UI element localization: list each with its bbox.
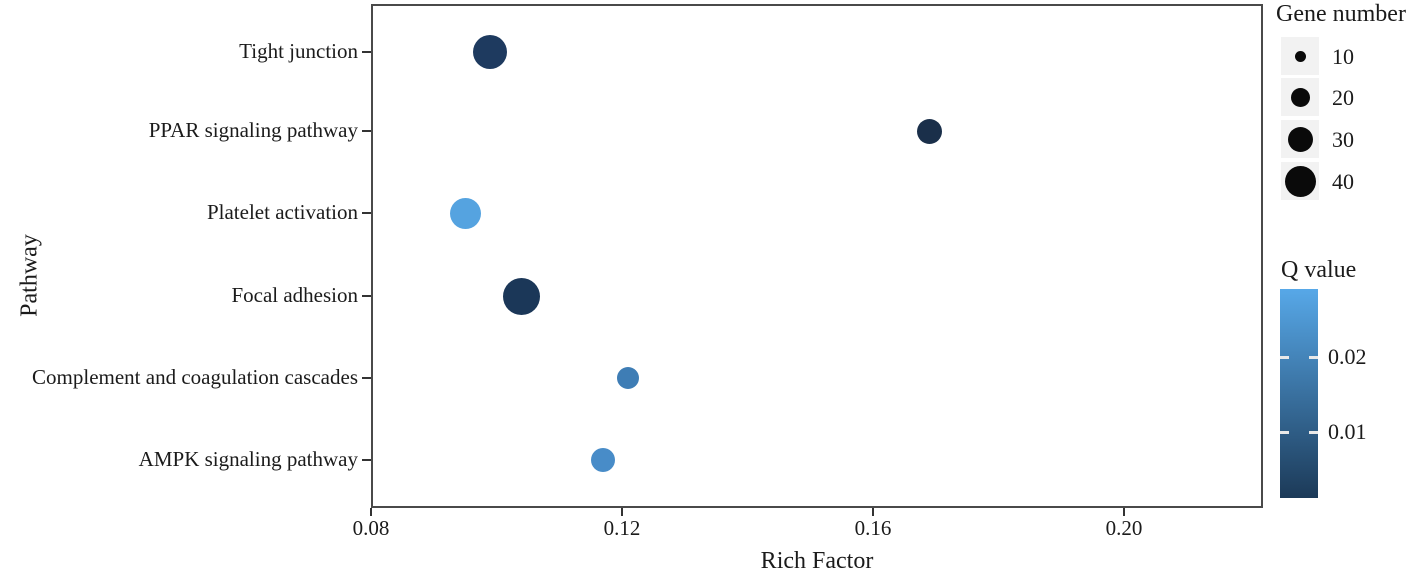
- gene-number-legend-label: 20: [1332, 85, 1354, 110]
- q-value-colorbar: [1280, 289, 1318, 498]
- y-axis-category-label: Focal adhesion: [231, 283, 358, 307]
- x-axis-tick-label: 0.20: [1105, 516, 1143, 540]
- x-axis-tick-label: 0.12: [603, 516, 641, 540]
- y-axis-category-label: Tight junction: [239, 39, 358, 63]
- data-point-bubble: [916, 118, 942, 144]
- gene-number-legend-label: 40: [1332, 169, 1354, 194]
- x-axis-tick-mark: [872, 508, 874, 516]
- x-axis-tick-mark: [621, 508, 623, 516]
- q-value-tick-mark: [1309, 431, 1318, 434]
- q-value-tick-mark: [1280, 431, 1289, 434]
- y-axis-category-label: PPAR signaling pathway: [148, 118, 358, 142]
- y-axis-title: Pathway: [16, 234, 43, 317]
- q-value-legend-title: Q value: [1281, 257, 1357, 283]
- plot-area: [371, 4, 1263, 508]
- data-point-bubble: [449, 197, 481, 229]
- gene-number-legend-label: 10: [1332, 44, 1354, 69]
- x-axis-tick-label: 0.16: [854, 516, 892, 540]
- gene-number-legend-dot-icon: [1287, 126, 1313, 152]
- y-axis-tick-mark: [362, 51, 371, 53]
- y-axis-tick-mark: [362, 212, 371, 214]
- y-axis-tick-mark: [362, 295, 371, 297]
- q-value-tick-mark: [1280, 356, 1289, 359]
- y-axis-category-label: Platelet activation: [206, 200, 358, 224]
- data-point-bubble: [591, 448, 616, 472]
- y-axis-category-label: AMPK signaling pathway: [138, 447, 358, 471]
- gene-number-legend-title: Gene number: [1276, 1, 1406, 27]
- y-axis-tick-mark: [362, 377, 371, 379]
- q-value-tick-mark: [1309, 356, 1318, 359]
- gene-number-legend-label: 30: [1332, 127, 1354, 152]
- y-axis-tick-mark: [362, 459, 371, 461]
- x-axis-tick-label: 0.08: [352, 516, 390, 540]
- gene-number-legend-dot-icon: [1290, 87, 1310, 107]
- gene-number-legend-dot-icon: [1294, 50, 1306, 62]
- gene-number-legend-dot-icon: [1284, 165, 1316, 197]
- data-point-bubble: [473, 35, 508, 69]
- y-axis-tick-mark: [362, 130, 371, 132]
- data-point-bubble: [503, 277, 541, 315]
- x-axis-tick-mark: [1123, 508, 1125, 516]
- x-axis-title: Rich Factor: [760, 548, 874, 574]
- y-axis-category-label: Complement and coagulation cascades: [32, 365, 358, 389]
- q-value-tick-label: 0.02: [1328, 344, 1367, 369]
- q-value-tick-label: 0.01: [1328, 419, 1367, 444]
- data-point-bubble: [617, 367, 640, 389]
- x-axis-tick-mark: [370, 508, 372, 516]
